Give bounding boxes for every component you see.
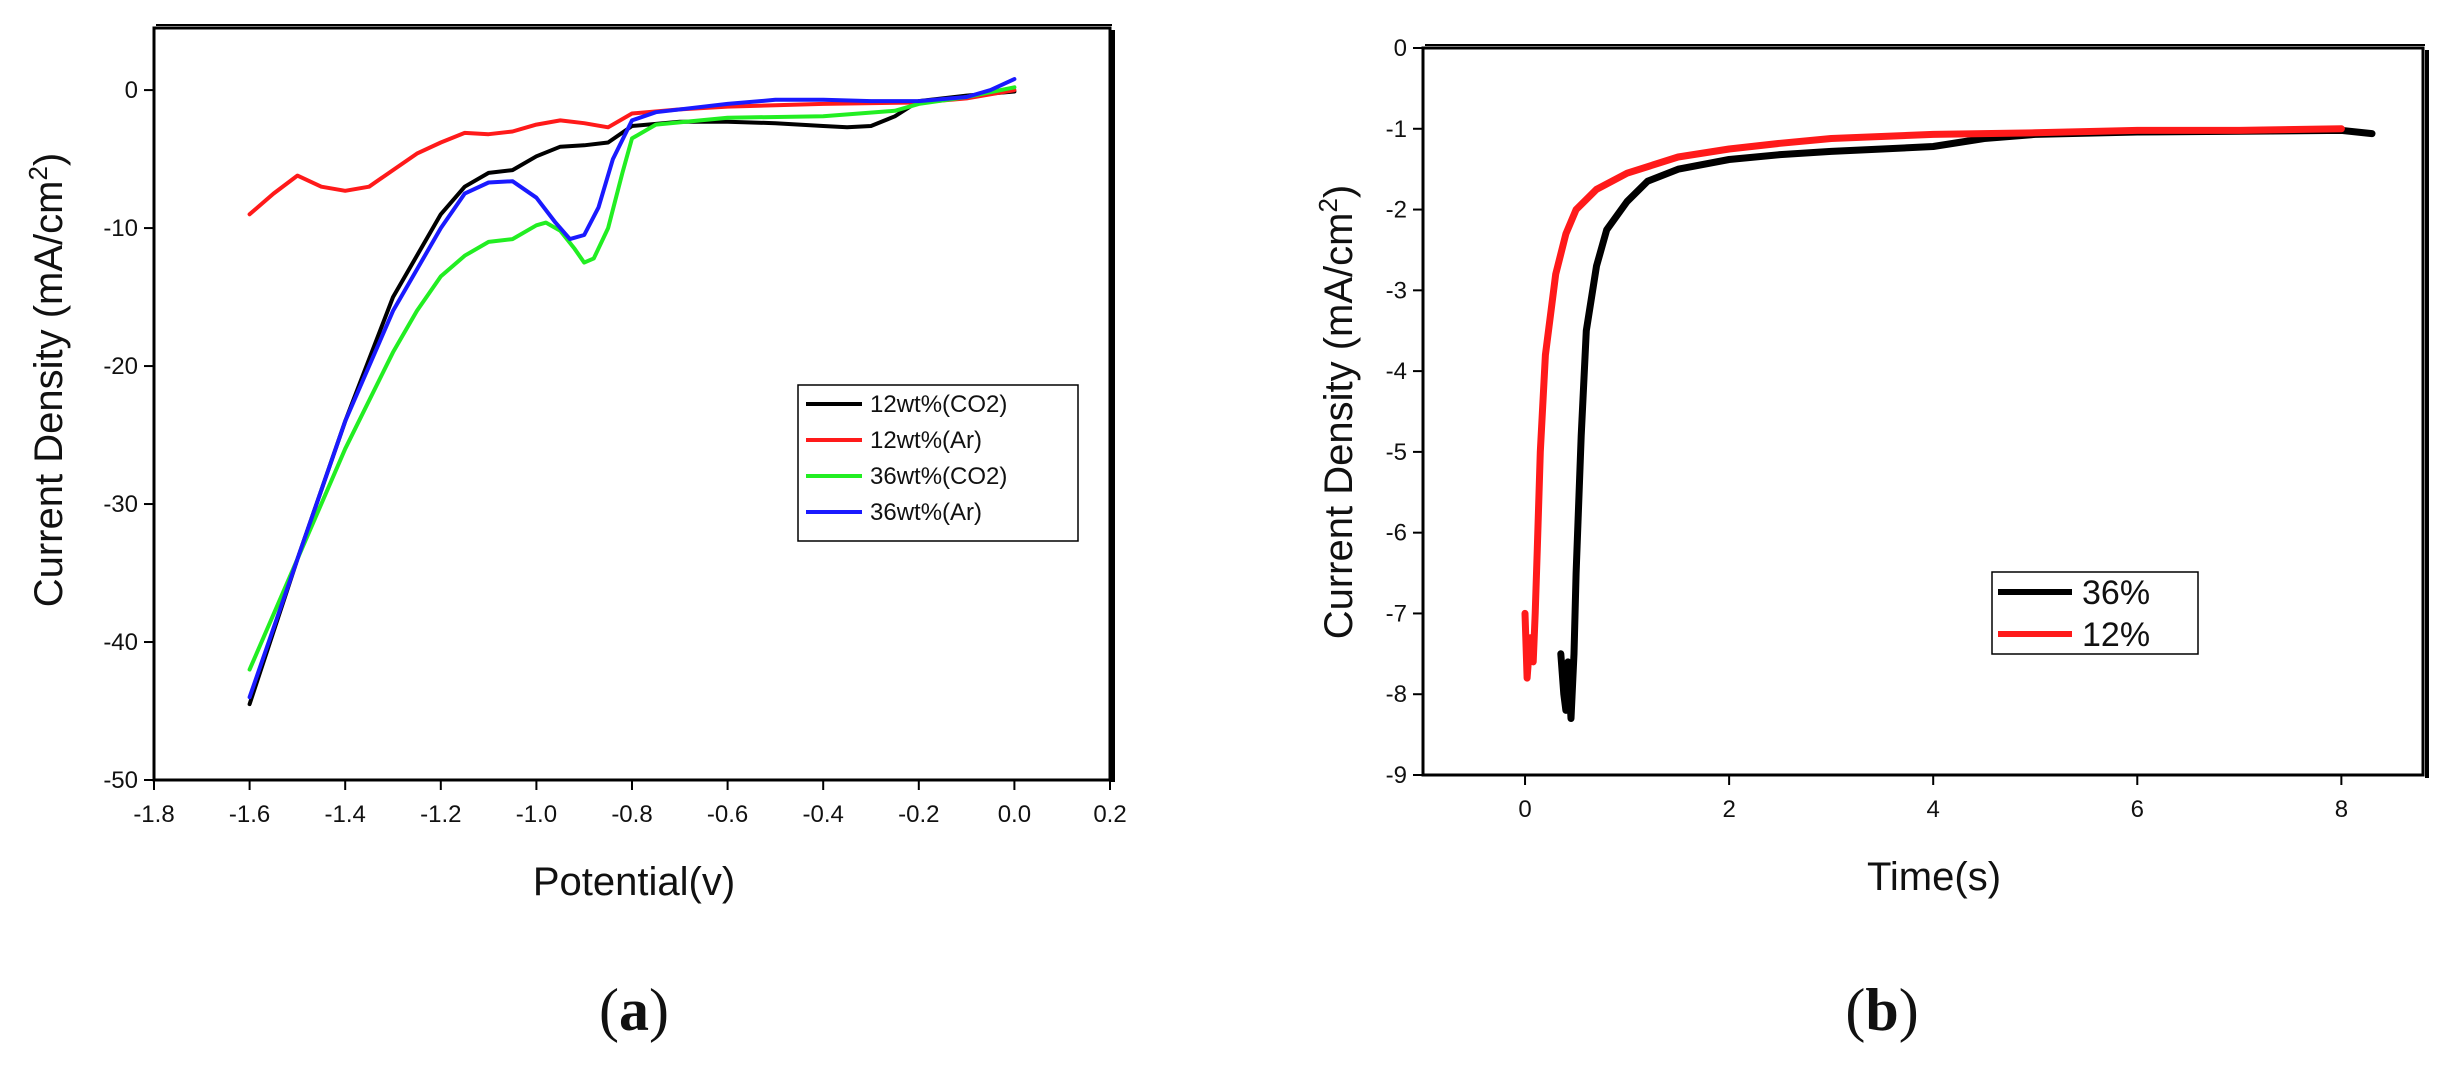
- a-xtick-label: -0.8: [611, 801, 652, 828]
- legend-label-a-1: 12wt%(Ar): [870, 427, 982, 454]
- a-ytick-label: 0: [125, 77, 138, 104]
- y-axis-label-a-sup: 2: [23, 166, 53, 180]
- legend-label-b-0: 36%: [2082, 574, 2150, 612]
- panel-b-chart: -9 -8 -7 -6 -5 -4 -3 -2 -1 0 0 2 4 6 8 36% 12% Time(s…: [1313, 35, 2429, 1043]
- x-ticks-b: 0 2 4 6 8: [1518, 775, 2348, 823]
- legend-label-a-3: 36wt%(Ar): [870, 499, 982, 526]
- y-axis-label-b-sup: 2: [1313, 198, 1343, 212]
- a-xtick-label: -0.2: [898, 801, 939, 828]
- plot-frame-b: [1421, 46, 2425, 777]
- b-ytick-label: -6: [1386, 520, 1407, 547]
- a-xtick-label: -1.6: [229, 801, 270, 828]
- caption-b: (b): [1845, 977, 1918, 1043]
- caption-a-letter: a: [619, 977, 649, 1043]
- panel-a-chart: -50 -40 -30 -20 -10 0 -1.8 -1.6 -1.4 -1.2 -1.0 -0.…: [23, 24, 1127, 1043]
- y-axis-label-b: Current Density (mA/cm2): [1313, 185, 1361, 640]
- caption-b-letter: b: [1865, 977, 1898, 1043]
- b-ytick-label: -1: [1386, 116, 1407, 143]
- b-ytick-label: -4: [1386, 358, 1407, 385]
- b-ytick-label: -8: [1386, 681, 1407, 708]
- y-axis-label-a: Current Density (mA/cm2): [23, 153, 71, 608]
- a-xtick-label: -0.4: [803, 801, 844, 828]
- b-ytick-label: -2: [1386, 197, 1407, 224]
- b-ytick-label: -7: [1386, 600, 1407, 627]
- legend-label-a-2: 36wt%(CO2): [870, 463, 1007, 490]
- y-ticks-b: -9 -8 -7 -6 -5 -4 -3 -2 -1 0: [1386, 35, 1423, 789]
- legend-label-b-1: 12%: [2082, 616, 2150, 654]
- caption-a-open: (: [599, 977, 619, 1043]
- a-series-line-1: [247, 88, 1017, 217]
- b-xtick-label: 4: [1927, 796, 1940, 823]
- caption-b-open: (: [1845, 977, 1865, 1043]
- a-xtick-label: -1.0: [516, 801, 557, 828]
- legend-box-a: [797, 384, 1079, 542]
- caption-a: (a): [599, 977, 669, 1043]
- x-ticks-a: -1.8 -1.6 -1.4 -1.2 -1.0 -0.8 -0.6 -0.4 -0.2 0.0 0…: [133, 780, 1127, 828]
- legend-label-a-0: 12wt%(CO2): [870, 391, 1007, 418]
- y-axis-label-b-close: ): [1317, 185, 1361, 198]
- b-xtick-label: 6: [2131, 796, 2144, 823]
- y-axis-label-b-main: Current Density (mA/cm: [1317, 213, 1361, 640]
- b-series-line-1: [1521, 125, 2345, 682]
- a-ytick-label: -30: [103, 491, 138, 518]
- legend-a: 12wt%(CO2) 12wt%(Ar) 36wt%(CO2) 36wt%(Ar…: [797, 384, 1079, 542]
- caption-b-close: ): [1899, 977, 1919, 1043]
- b-xtick-label: 0: [1518, 796, 1531, 823]
- b-ytick-label: -5: [1386, 439, 1407, 466]
- a-ytick-label: -10: [103, 215, 138, 242]
- plot-area-b: [1421, 44, 2429, 778]
- b-series-line-0: [1557, 126, 2376, 722]
- caption-a-close: ): [649, 977, 669, 1043]
- a-xtick-label: -0.6: [707, 801, 748, 828]
- y-ticks-a: -50 -40 -30 -20 -10 0: [103, 77, 154, 794]
- legend-b: 36% 12%: [1991, 571, 2199, 655]
- b-xtick-label: 2: [1722, 796, 1735, 823]
- a-xtick-label: -1.4: [325, 801, 366, 828]
- a-series-line-2: [247, 85, 1017, 672]
- b-ytick-label: 0: [1394, 35, 1407, 62]
- series-a: [247, 77, 1017, 707]
- y-axis-label-a-close: ): [27, 153, 71, 166]
- y-axis-label-a-main: Current Density (mA/cm: [27, 181, 71, 608]
- a-xtick-label: 0.2: [1093, 801, 1126, 828]
- b-ytick-label: -9: [1386, 762, 1407, 789]
- series-b: [1521, 125, 2376, 722]
- b-ytick-label: -3: [1386, 277, 1407, 304]
- a-ytick-label: -50: [103, 767, 138, 794]
- x-axis-label-b: Time(s): [1867, 855, 2001, 899]
- a-series-line-0: [247, 89, 1017, 707]
- a-ytick-label: -20: [103, 353, 138, 380]
- a-xtick-label: 0.0: [998, 801, 1031, 828]
- a-ytick-label: -40: [103, 629, 138, 656]
- b-xtick-label: 8: [2335, 796, 2348, 823]
- a-xtick-label: -1.2: [420, 801, 461, 828]
- a-xtick-label: -1.8: [133, 801, 174, 828]
- a-series-line-3: [247, 77, 1017, 700]
- legend-box-b: [1991, 571, 2199, 655]
- x-axis-label-a: Potential(v): [533, 860, 735, 904]
